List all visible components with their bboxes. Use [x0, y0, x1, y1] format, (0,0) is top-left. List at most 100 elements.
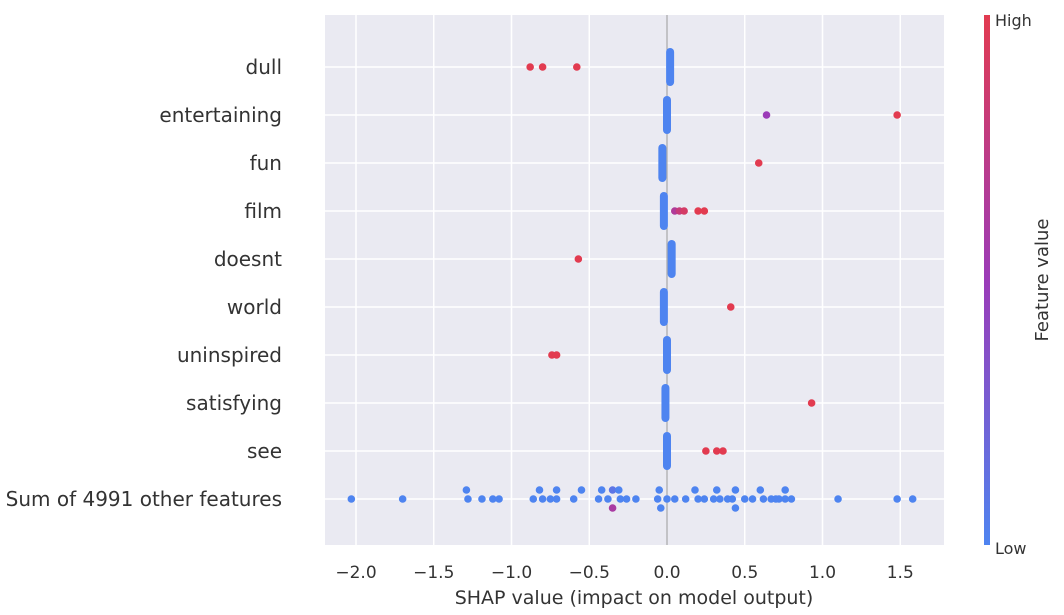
feature-label: world: [227, 295, 282, 319]
shap-point: [653, 495, 662, 503]
shap-point: [670, 495, 679, 503]
shap-point: [694, 207, 702, 215]
x-axis-title: SHAP value (impact on model output): [455, 587, 814, 609]
x-tick-label: 0.5: [731, 563, 758, 583]
feature-label: doesnt: [214, 247, 282, 271]
shap-point: [622, 495, 631, 503]
shap-point: [702, 447, 710, 455]
shap-point: [709, 495, 718, 503]
shap-point: [754, 159, 763, 167]
feature-label: see: [247, 439, 282, 463]
feature-label: dull: [246, 55, 282, 79]
x-tick-label: −1.5: [413, 563, 454, 583]
shap-point: [538, 63, 547, 71]
shap-point: [552, 495, 561, 503]
shap-point: [756, 486, 765, 494]
shap-point: [464, 495, 472, 503]
shap-point: [908, 495, 917, 503]
shap-point: [656, 504, 665, 512]
shap-point: [489, 495, 497, 503]
shap-point: [529, 495, 538, 503]
shap-point: [775, 495, 783, 503]
shap-point: [681, 495, 690, 503]
shap-point: [608, 486, 617, 494]
shap-point: [462, 486, 471, 494]
feature-label: entertaining: [159, 103, 282, 127]
shap-cluster: [663, 336, 671, 374]
shap-point: [700, 207, 709, 215]
shap-point: [538, 495, 547, 503]
shap-point: [526, 63, 534, 71]
shap-point: [700, 495, 709, 503]
shap-point: [728, 495, 737, 503]
shap-point: [694, 495, 702, 503]
feature-label: satisfying: [186, 391, 282, 415]
x-tick-label: 0.0: [653, 563, 680, 583]
x-tick-label: −1.0: [491, 563, 532, 583]
shap-cluster: [659, 288, 668, 326]
shap-point: [552, 351, 561, 359]
feature-label: Sum of 4991 other features: [6, 487, 282, 511]
shap-point: [834, 495, 842, 503]
shap-point: [398, 495, 407, 503]
shap-point: [632, 495, 640, 503]
shap-point: [495, 495, 503, 503]
feature-label: fun: [250, 151, 282, 175]
x-tick-label: 1.0: [809, 563, 836, 583]
plot-background: [325, 15, 944, 545]
shap-point: [731, 486, 740, 494]
shap-point: [726, 303, 735, 311]
x-ticks: −2.0 −1.5 −1.0 −0.5 0.0 0.5 1.0 1.5: [335, 563, 913, 583]
shap-point: [594, 495, 603, 503]
colorbar-high-label: High: [995, 11, 1032, 30]
shap-point: [680, 207, 688, 215]
shap-point: [719, 447, 727, 455]
shap-point: [787, 495, 796, 503]
shap-point: [546, 495, 555, 503]
shap-point: [347, 495, 356, 503]
shap-point: [574, 255, 583, 263]
shap-point: [597, 486, 606, 494]
shap-cluster: [659, 192, 668, 230]
shap-point: [577, 486, 586, 494]
shap-point: [478, 495, 486, 503]
feature-label: film: [244, 199, 282, 223]
shap-point: [655, 486, 664, 494]
shap-point: [608, 504, 617, 512]
shap-cluster: [658, 144, 667, 182]
shap-point: [712, 486, 721, 494]
shap-point: [748, 495, 757, 503]
shap-point: [691, 486, 699, 494]
shap-point: [535, 486, 544, 494]
shap-point: [666, 63, 674, 71]
colorbar-title: Feature value: [1032, 219, 1053, 342]
shap-point: [893, 111, 901, 119]
x-tick-label: −2.0: [335, 563, 376, 583]
shap-point: [604, 495, 612, 503]
colorbar: [984, 15, 990, 545]
x-tick-label: −0.5: [569, 563, 610, 583]
shap-point: [781, 486, 789, 494]
shap-cluster: [663, 432, 671, 470]
shap-point: [614, 486, 623, 494]
colorbar-low-label: Low: [995, 539, 1027, 558]
shap-cluster: [667, 240, 676, 278]
shap-point: [762, 111, 771, 119]
shap-point: [781, 495, 789, 503]
shap-point: [712, 447, 721, 455]
shap-point: [616, 495, 625, 503]
shap-point: [740, 495, 749, 503]
shap-point: [731, 504, 740, 512]
x-tick-label: 1.5: [887, 563, 914, 583]
shap-point: [663, 495, 671, 503]
shap-point: [716, 495, 724, 503]
shap-point: [759, 495, 768, 503]
shap-point: [573, 63, 581, 71]
shap-point: [893, 495, 901, 503]
points: [347, 63, 917, 512]
feature-labels: dull entertaining fun film doesnt world uninsp…: [6, 55, 283, 511]
shap-cluster: [663, 96, 671, 134]
shap-point: [807, 399, 816, 407]
